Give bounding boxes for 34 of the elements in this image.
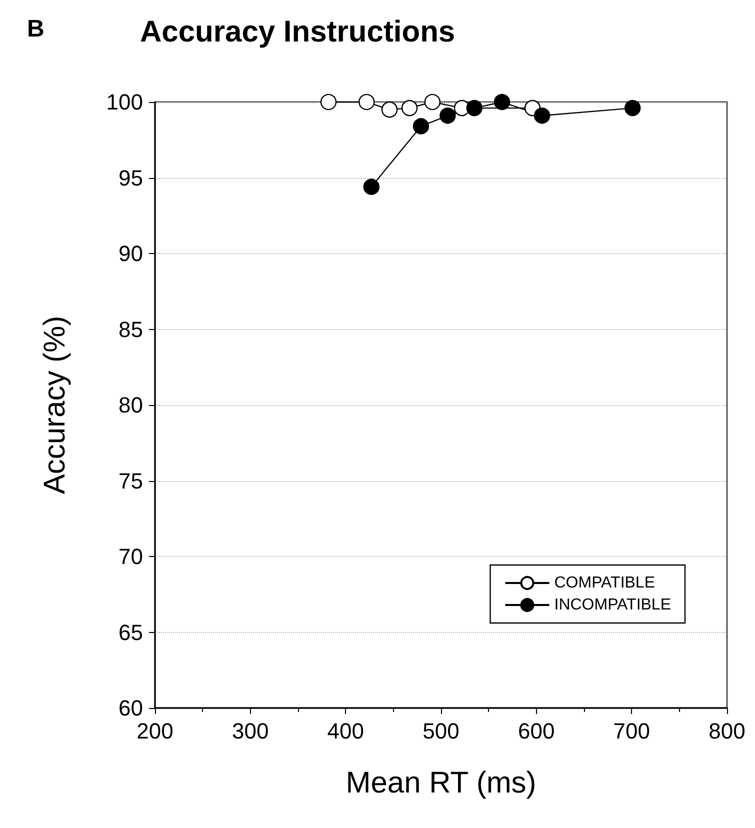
y-tick-label: 75 xyxy=(118,468,143,494)
y-axis-title: Accuracy (%) xyxy=(38,316,72,494)
point xyxy=(363,178,380,195)
point xyxy=(440,108,456,124)
legend-label: COMPATIBLE xyxy=(554,574,656,592)
point xyxy=(624,100,641,116)
point xyxy=(401,100,418,116)
y-tick-label: 95 xyxy=(118,165,143,190)
x-tick-label: 400 xyxy=(327,718,364,744)
y-tick-label: 90 xyxy=(118,241,143,266)
point xyxy=(412,118,430,134)
point xyxy=(320,94,337,110)
y-tick-label: 60 xyxy=(118,696,143,720)
point xyxy=(381,101,398,118)
x-tick-label: 800 xyxy=(708,718,746,744)
point xyxy=(424,94,441,110)
y-tick-label: 65 xyxy=(118,620,143,645)
legend-label: INCOMPATIBLE xyxy=(554,596,672,614)
point xyxy=(466,100,482,116)
y-tick-label: 85 xyxy=(118,316,143,342)
x-tick-label: 500 xyxy=(422,718,460,744)
y-tick-label: 70 xyxy=(118,544,143,569)
x-tick-label: 600 xyxy=(518,718,555,744)
y-tick-label: 80 xyxy=(118,392,143,418)
x-tick-label: 700 xyxy=(613,718,650,744)
chart-title: Accuracy Instructions xyxy=(140,16,456,48)
x-tick-label: 300 xyxy=(232,718,269,744)
x-axis-title: Mean RT (ms) xyxy=(346,766,536,800)
x-tick-label: 200 xyxy=(136,718,174,744)
y-tick-label: 100 xyxy=(106,90,143,114)
point xyxy=(358,94,375,110)
point xyxy=(494,94,510,110)
point xyxy=(534,108,550,124)
chart-subtitle: B xyxy=(27,16,44,42)
